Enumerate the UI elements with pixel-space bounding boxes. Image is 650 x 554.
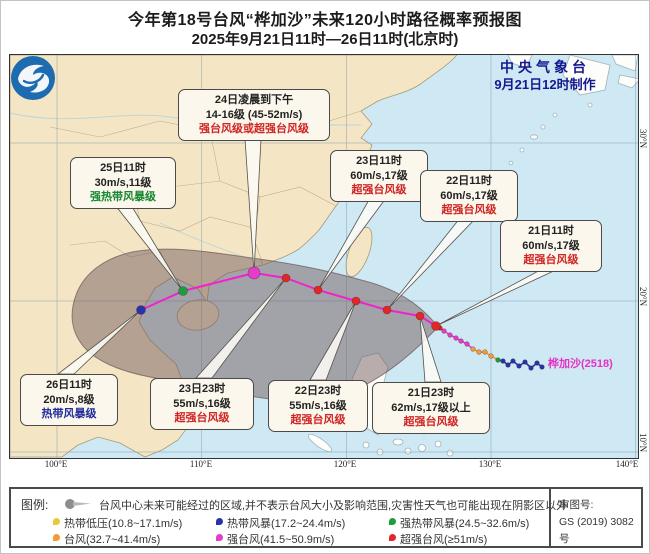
callout-intensity: 强热带风暴级 xyxy=(90,191,156,203)
approval-value: GS (2019) 3082号 xyxy=(559,516,634,545)
taiwan-island xyxy=(345,226,373,278)
callout-22nd-11h: 22日11时 60m/s,17级 超强台风级 xyxy=(420,170,518,222)
lat-label-20n: 20°N xyxy=(638,287,648,307)
legend-dot-super-typhoon xyxy=(389,534,396,541)
legend-note: 台风中心未来可能经过的区域,并不表示台风大小及影响范围,灾害性天气也可能出现在阴… xyxy=(99,500,568,512)
callout-intensity: 超强台风级 xyxy=(523,254,579,266)
legend-item-typhoon: 台风(32.7~41.4m/s) xyxy=(64,534,161,546)
storm-name-label: 桦加沙(2518) xyxy=(548,358,613,370)
callout-line: 14-16级 (45-52m/s) xyxy=(205,108,303,121)
lat-label-30n: 30°N xyxy=(638,129,648,149)
callout-intensity: 强台风级或超强台风级 xyxy=(199,123,309,135)
legend-item-severe-typhoon: 强台风(41.5~50.9m/s) xyxy=(227,534,335,546)
callout-line: 21日23时 xyxy=(407,387,455,399)
callout-line: 25日11时 xyxy=(100,162,146,174)
legend-dot-typhoon xyxy=(53,534,60,541)
page-title: 今年第18号台风“桦加沙”未来120小时路径概率预报图 xyxy=(128,12,522,29)
callout-25th-11h: 25日11时 30m/s,11级 强热带风暴级 xyxy=(70,157,176,209)
cma-logo-icon xyxy=(11,56,55,100)
page-subtitle: 2025年9月21日11时—26日11时(北京时) xyxy=(191,31,459,48)
callout-24th: 24日凌晨到下午 14-16级 (45-52m/s) 强台风级或超强台风级 xyxy=(178,89,330,141)
callout-intensity: 超强台风级 xyxy=(174,412,230,424)
legend-dot-tropical-depression xyxy=(53,518,60,525)
callout-intensity: 热带风暴级 xyxy=(41,408,97,420)
callout-intensity: 超强台风级 xyxy=(403,416,459,428)
callout-line: 62m/s,17级以上 xyxy=(391,401,471,414)
callout-22nd-23h: 22日23时 55m/s,16级 超强台风级 xyxy=(268,380,368,432)
legend-box: 图例: 台风中心未来可能经过的区域,并不表示台风大小及影响范围,灾害性天气也可能… xyxy=(9,487,643,548)
maker-time: 9月21日12时制作 xyxy=(494,77,596,92)
callout-26th-11h: 26日11时 20m/s,8级 热带风暴级 xyxy=(20,374,118,426)
typhoon-track xyxy=(136,266,545,371)
maker-agency: 中央气象台 xyxy=(500,59,590,75)
callout-line: 26日11时 xyxy=(46,379,92,391)
legend-dot-severe-typhoon xyxy=(216,534,223,541)
forecast-map: 中央气象台 9月21日12时制作 桦加沙(2518) 24日凌晨到下午 14-1… xyxy=(9,54,639,459)
callout-line: 60m/s,17级 xyxy=(440,189,498,202)
cone-swatch-icon xyxy=(65,499,91,509)
callout-21st-11h: 21日11时 60m/s,17级 超强台风级 xyxy=(500,220,602,272)
callout-line: 60m/s,17级 xyxy=(522,239,580,252)
lat-label-10n: 10°N xyxy=(638,433,648,453)
legend-title: 图例: xyxy=(21,498,49,512)
callout-23rd-11h: 23日11时 60m/s,17级 超强台风级 xyxy=(330,150,428,202)
callout-21st-23h: 21日23时 62m/s,17级以上 超强台风级 xyxy=(372,382,490,434)
legend-item-tropical-depression: 热带低压(10.8~17.1m/s) xyxy=(64,518,183,530)
legend-item-severe-tropical-storm: 强热带风暴(24.5~32.6m/s) xyxy=(400,518,530,530)
lon-label-120e: 120°E xyxy=(333,459,357,469)
japan-islands xyxy=(497,55,638,178)
callout-line: 21日11时 xyxy=(528,225,574,237)
callout-intensity: 超强台风级 xyxy=(351,184,407,196)
legend-dot-tropical-storm xyxy=(216,518,223,525)
lon-label-130e: 130°E xyxy=(478,459,502,469)
callout-line: 20m/s,8级 xyxy=(43,393,95,406)
legend-item-tropical-storm: 热带风暴(17.2~24.4m/s) xyxy=(227,518,346,530)
lon-label-140e: 140°E xyxy=(615,459,639,469)
lon-label-100e: 100°E xyxy=(44,459,68,469)
callout-leaders xyxy=(56,138,561,383)
legend-item-super-typhoon: 超强台风(≥51m/s) xyxy=(400,534,488,546)
callout-line: 55m/s,16级 xyxy=(173,397,231,410)
callout-line: 23日11时 xyxy=(356,155,402,167)
callout-line: 22日11时 xyxy=(446,175,492,187)
callout-line: 23日23时 xyxy=(178,383,226,395)
maker-credit: 中央气象台 9月21日12时制作 xyxy=(460,59,630,93)
approval-number: 审图号: GS (2019) 3082号 xyxy=(549,489,641,546)
callout-line: 60m/s,17级 xyxy=(350,169,408,182)
callout-line: 24日凌晨到下午 xyxy=(214,94,294,106)
callout-intensity: 超强台风级 xyxy=(290,414,346,426)
lon-label-110e: 110°E xyxy=(189,459,213,469)
callout-line: 55m/s,16级 xyxy=(289,399,347,412)
callout-line: 30m/s,11级 xyxy=(94,176,152,189)
callout-line: 22日23时 xyxy=(294,385,342,397)
approval-label: 审图号: xyxy=(559,499,594,511)
legend-dot-severe-tropical-storm xyxy=(389,518,396,525)
callout-intensity: 超强台风级 xyxy=(441,204,497,216)
callout-23rd-23h: 23日23时 55m/s,16级 超强台风级 xyxy=(150,378,254,430)
